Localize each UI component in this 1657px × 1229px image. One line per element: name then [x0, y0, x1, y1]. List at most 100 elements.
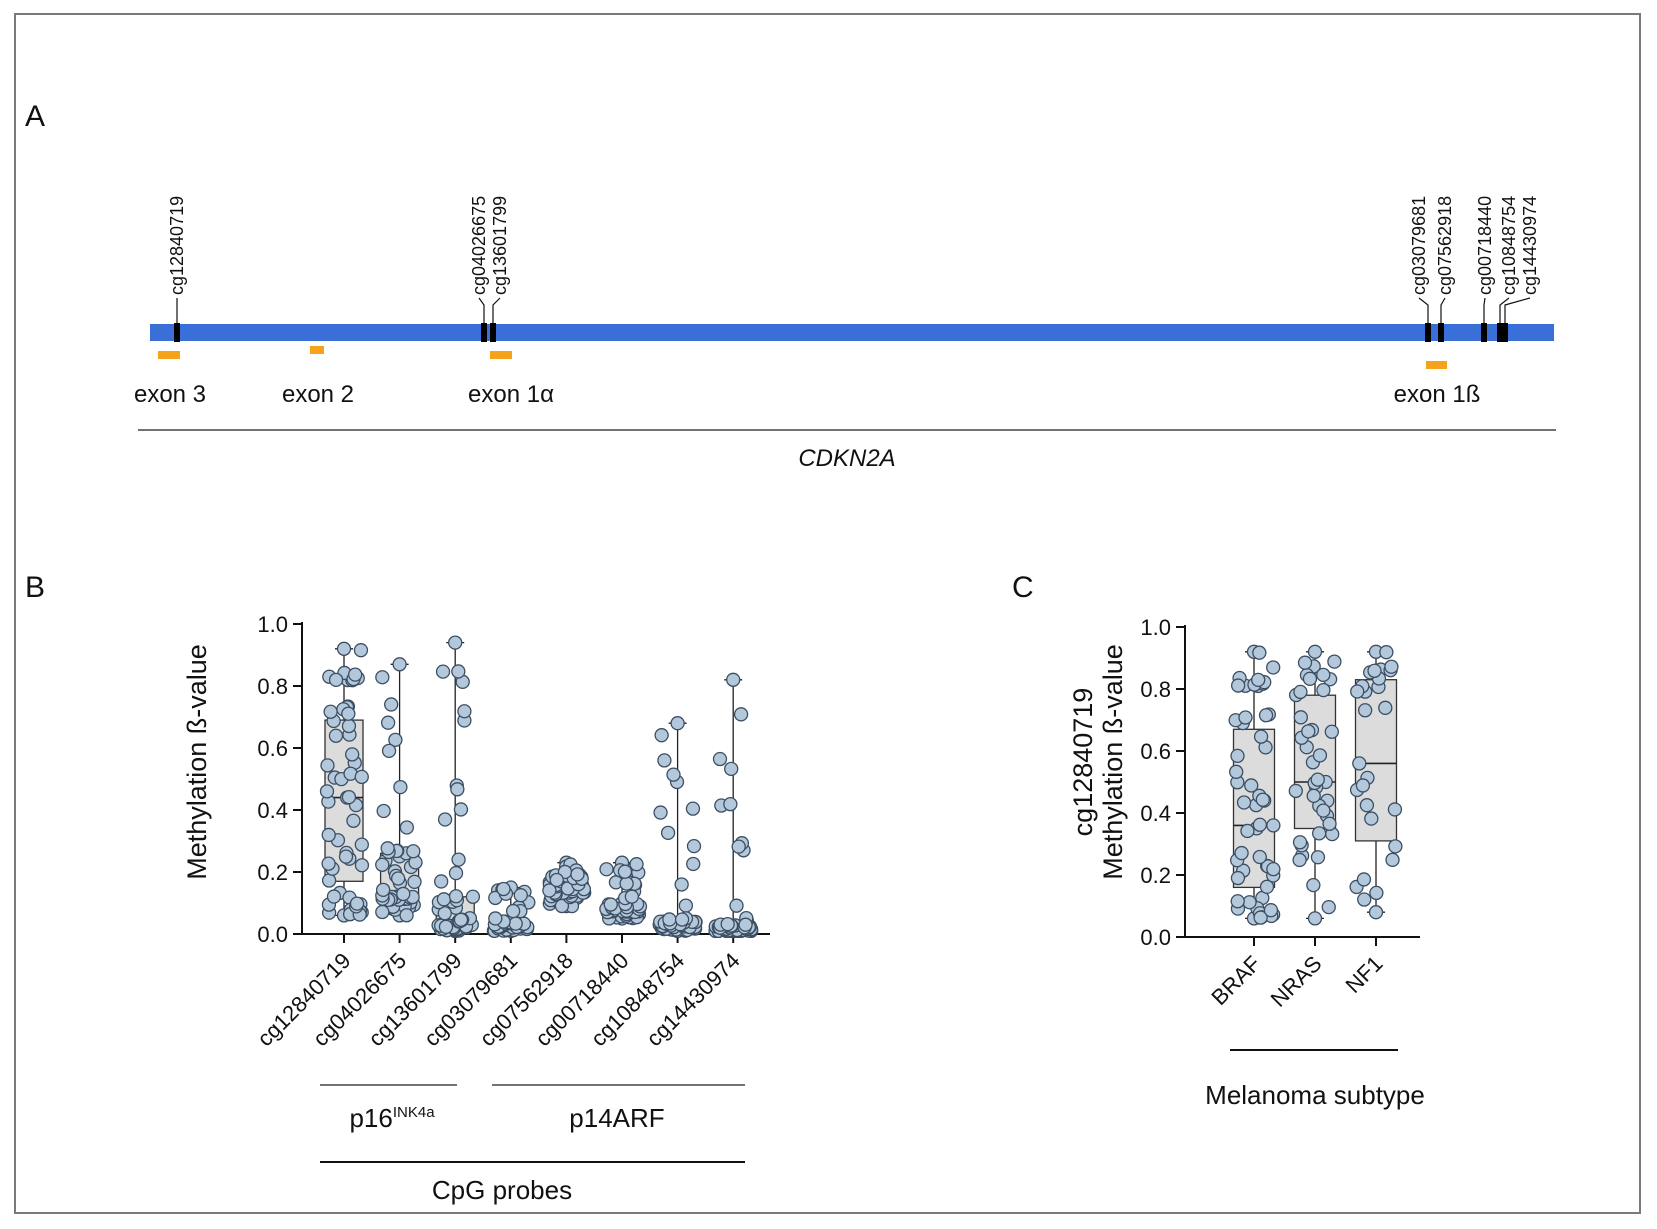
data-point-NF1	[1369, 885, 1384, 901]
data-point-NRAS	[1316, 667, 1331, 683]
data-point-cg03079681	[508, 916, 523, 931]
probe-label-cg10848754: cg10848754	[1499, 196, 1519, 295]
y-tick-label: 0.6	[1140, 739, 1171, 764]
data-point-cg12840719	[341, 718, 357, 734]
y-tick-label: 0.4	[257, 798, 288, 823]
data-point-cg10848754	[686, 838, 702, 854]
probe-mark-cg14430974	[1502, 323, 1508, 342]
data-point-NRAS	[1301, 724, 1316, 739]
data-point-cg14430974	[731, 839, 746, 854]
gene-map-panel: cg12840719 cg04026675 cg13601799 cg03079681…	[134, 196, 1556, 472]
data-point-cg10848754	[678, 898, 694, 913]
data-point-NF1	[1385, 852, 1400, 867]
probe-leader-cg07562918	[1440, 297, 1446, 323]
data-point-cg13601799	[437, 812, 453, 827]
data-point-BRAF	[1266, 660, 1281, 675]
data-point-cg13601799	[448, 635, 463, 650]
data-point-BRAF	[1252, 849, 1267, 865]
data-point-cg10848754	[674, 877, 689, 892]
data-point-cg14430974	[729, 898, 744, 913]
data-point-NRAS	[1310, 772, 1325, 787]
data-point-NRAS	[1306, 877, 1321, 893]
data-point-cg04026675	[393, 779, 408, 795]
data-point-cg04026675	[388, 732, 403, 747]
data-point-cg12840719	[354, 769, 369, 785]
probe-mark-cg13601799	[490, 323, 496, 342]
data-point-cg13601799	[450, 782, 465, 797]
data-point-cg13601799	[465, 889, 481, 904]
data-point-BRAF	[1266, 818, 1281, 833]
data-point-NRAS	[1302, 671, 1318, 686]
probe-mark-cg12840719	[174, 323, 180, 342]
b-x-axis-label: CpG probes	[432, 1175, 572, 1205]
probe-label-cg03079681: cg03079681	[1409, 196, 1429, 295]
data-point-NRAS	[1312, 826, 1327, 841]
data-point-cg12840719	[321, 873, 337, 888]
data-point-cg07562918	[570, 867, 585, 882]
data-point-cg10848754	[662, 912, 677, 927]
data-point-BRAF	[1253, 729, 1269, 744]
data-point-cg13601799	[457, 704, 472, 719]
probe-leader-cg04026675	[478, 297, 485, 323]
data-point-BRAF	[1230, 870, 1246, 886]
data-point-cg13601799	[438, 919, 454, 934]
data-point-cg12840719	[341, 789, 357, 805]
group-label-p14arf: p14ARF	[569, 1103, 664, 1133]
subtype-methylation-chart: 0.0 0.2 0.4 0.6 0.8 1.0 BRAF NRAS NF1 cg12840719…	[1068, 615, 1425, 1110]
data-point-cg13601799	[453, 912, 469, 927]
data-point-NRAS	[1292, 835, 1308, 850]
data-point-BRAF	[1230, 748, 1245, 764]
data-point-cg00718440	[619, 876, 634, 891]
data-point-cg04026675	[380, 715, 396, 730]
data-point-BRAF	[1238, 710, 1253, 725]
exon-3-label: exon 3	[134, 381, 206, 408]
data-point-cg00718440	[603, 897, 618, 912]
y-tick-label: 0.0	[1140, 925, 1171, 950]
probe-mark-cg03079681	[1425, 323, 1431, 342]
b-y-axis-label: Methylation ß-value	[182, 644, 212, 880]
data-point-NF1	[1356, 872, 1372, 887]
data-point-cg04026675	[406, 844, 421, 859]
data-point-NRAS	[1322, 816, 1337, 831]
y-tick-label: 0.4	[1140, 801, 1171, 826]
data-point-cg13601799	[437, 906, 452, 921]
probe-leader-cg00718440	[1483, 297, 1486, 323]
data-point-NF1	[1357, 703, 1373, 718]
data-point-cg14430974	[738, 917, 753, 932]
x-tick-label-BRAF: BRAF	[1206, 951, 1265, 1010]
probe-mark-cg07562918	[1438, 323, 1444, 342]
data-point-cg14430974	[712, 751, 728, 767]
data-point-cg12840719	[354, 858, 370, 873]
data-point-NRAS	[1316, 803, 1331, 818]
data-point-NRAS	[1306, 788, 1321, 804]
data-point-cg07562918	[549, 872, 564, 888]
data-point-cg04026675	[392, 657, 407, 672]
data-point-BRAF	[1244, 778, 1259, 793]
data-point-cg12840719	[321, 827, 336, 843]
data-point-BRAF	[1252, 645, 1267, 660]
data-point-NRAS	[1307, 911, 1323, 926]
data-point-NF1	[1387, 802, 1403, 817]
data-point-cg10848754	[660, 825, 676, 840]
data-point-BRAF	[1230, 894, 1245, 909]
data-point-NRAS	[1316, 682, 1331, 698]
exon-box-4	[1426, 361, 1447, 369]
data-point-NRAS	[1324, 724, 1339, 739]
data-point-NF1	[1367, 663, 1382, 678]
data-point-BRAF	[1259, 879, 1275, 894]
data-point-cg00718440	[617, 864, 633, 879]
data-point-BRAF	[1253, 910, 1268, 925]
data-point-NRAS	[1310, 850, 1326, 865]
data-point-BRAF	[1230, 678, 1246, 693]
data-point-cg04026675	[399, 820, 414, 835]
data-point-cg13601799	[435, 664, 451, 679]
data-point-cg12840719	[346, 813, 361, 828]
data-point-NF1	[1388, 839, 1403, 854]
data-point-cg03079681	[488, 911, 503, 926]
data-point-cg12840719	[328, 728, 344, 743]
data-point-cg12840719	[354, 837, 369, 852]
data-point-cg10848754	[674, 912, 690, 927]
probe-mark-cg10848754	[1497, 323, 1503, 342]
data-point-NRAS	[1297, 655, 1313, 670]
exon-1-alpha-label: exon 1α	[468, 381, 554, 408]
